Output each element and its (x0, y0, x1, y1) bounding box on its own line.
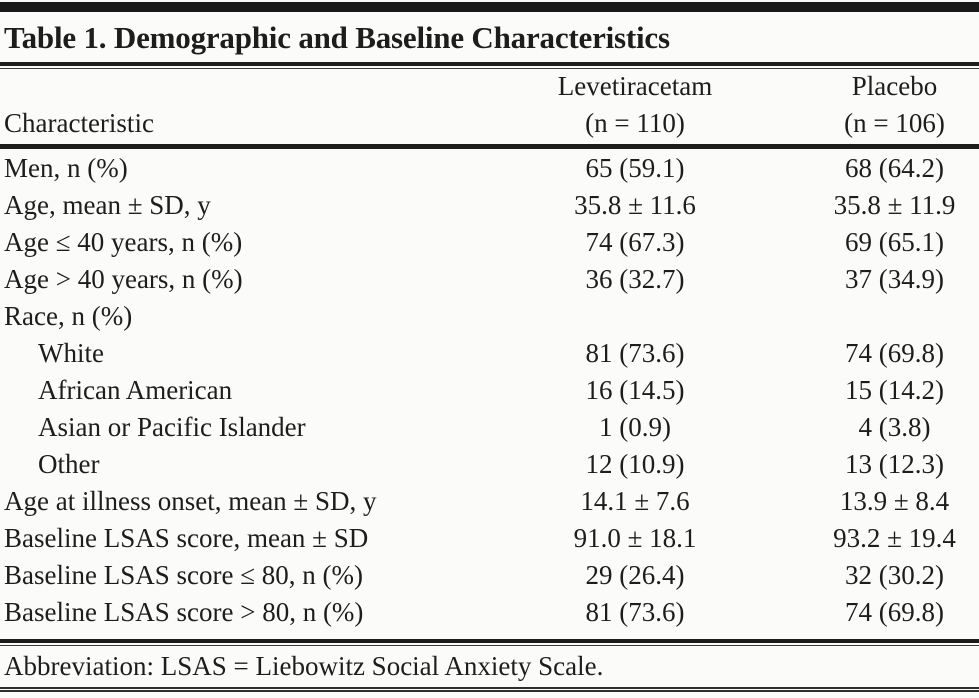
table-body: Men, n (%) 65 (59.1) 68 (64.2) Age, mean… (0, 150, 979, 631)
header-group-row: Levetiracetam Placebo (0, 68, 979, 105)
levetiracetam-value: 74 (67.3) (585, 227, 685, 257)
levetiracetam-value: 16 (14.5) (585, 375, 685, 405)
row-label: White (38, 338, 104, 368)
placebo-value: 4 (3.8) (858, 412, 931, 442)
levetiracetam-value: 91.0 ± 18.1 (573, 523, 697, 553)
placebo-value: 74 (69.8) (845, 597, 944, 627)
table-row: Age, mean ± SD, y 35.8 ± 11.6 35.8 ± 11.… (0, 187, 979, 224)
row-label: Age, mean ± SD, y (4, 190, 211, 220)
table-header: Levetiracetam Placebo Characteristic (n … (0, 68, 979, 142)
placebo-value: 68 (64.2) (845, 153, 944, 183)
row-label: Men, n (%) (4, 153, 128, 183)
column-header-characteristic: Characteristic (4, 108, 154, 138)
column-header-placebo: Placebo (851, 71, 938, 101)
placebo-value: 13 (12.3) (845, 449, 944, 479)
header-n-row: Characteristic (n = 110) (n = 106) (0, 105, 979, 142)
placebo-value: 13.9 ± 8.4 (839, 486, 950, 516)
levetiracetam-value: 65 (59.1) (585, 153, 685, 183)
table-row: Baseline LSAS score > 80, n (%) 81 (73.6… (0, 594, 979, 631)
placebo-value: 69 (65.1) (845, 227, 944, 257)
table-row: Asian or Pacific Islander 1 (0.9) 4 (3.8… (0, 409, 979, 446)
row-label: Baseline LSAS score ≤ 80, n (%) (4, 560, 364, 590)
table-row: White 81 (73.6) 74 (69.8) (0, 335, 979, 372)
table-row: Race, n (%) (0, 298, 979, 335)
header-divider-rule (0, 144, 979, 149)
levetiracetam-value: 35.8 ± 11.6 (574, 190, 696, 220)
top-rule-bar (0, 2, 979, 12)
placebo-value: 37 (34.9) (845, 264, 944, 294)
levetiracetam-value: 81 (73.6) (585, 597, 685, 627)
title-divider-rule (0, 62, 979, 69)
placebo-value: 32 (30.2) (845, 560, 944, 590)
table-row: Baseline LSAS score, mean ± SD 91.0 ± 18… (0, 520, 979, 557)
levetiracetam-value: 81 (73.6) (585, 338, 685, 368)
levetiracetam-value: 36 (32.7) (585, 264, 685, 294)
row-label: Other (38, 449, 100, 479)
row-label: Baseline LSAS score > 80, n (%) (4, 597, 364, 627)
placebo-value (810, 298, 979, 335)
table-row: Age > 40 years, n (%) 36 (32.7) 37 (34.9… (0, 261, 979, 298)
table-footnote: Abbreviation: LSAS = Liebowitz Social An… (4, 651, 604, 681)
placebo-value: 15 (14.2) (845, 375, 944, 405)
row-label: Age > 40 years, n (%) (4, 264, 243, 294)
table-title: Table 1. Demographic and Baseline Charac… (4, 20, 670, 55)
levetiracetam-value: 1 (0.9) (599, 412, 671, 442)
column-header-placebo-n: (n = 106) (844, 108, 945, 138)
row-label: African American (38, 375, 233, 405)
footnote-divider-rule (0, 639, 979, 646)
levetiracetam-value (460, 298, 810, 335)
row-label: Baseline LSAS score, mean ± SD (4, 523, 369, 553)
levetiracetam-value: 14.1 ± 7.6 (580, 486, 690, 516)
table-row: Men, n (%) 65 (59.1) 68 (64.2) (0, 150, 979, 187)
row-label: Asian or Pacific Islander (38, 412, 306, 442)
bottom-rule (0, 687, 979, 692)
row-label: Race, n (%) (4, 301, 133, 331)
table-row: Baseline LSAS score ≤ 80, n (%) 29 (26.4… (0, 557, 979, 594)
placebo-value: 35.8 ± 11.9 (833, 190, 956, 220)
header-spacer (0, 68, 460, 105)
row-label: Age ≤ 40 years, n (%) (4, 227, 243, 257)
placebo-value: 74 (69.8) (845, 338, 944, 368)
levetiracetam-value: 12 (10.9) (585, 449, 685, 479)
table-row: Age ≤ 40 years, n (%) 74 (67.3) 69 (65.1… (0, 224, 979, 261)
column-header-levetiracetam-n: (n = 110) (585, 108, 685, 138)
column-header-levetiracetam: Levetiracetam (557, 71, 713, 101)
table-row: Other 12 (10.9) 13 (12.3) (0, 446, 979, 483)
levetiracetam-value: 29 (26.4) (585, 560, 685, 590)
table-row: Age at illness onset, mean ± SD, y 14.1 … (0, 483, 979, 520)
row-label: Age at illness onset, mean ± SD, y (4, 486, 377, 516)
table-row: African American 16 (14.5) 15 (14.2) (0, 372, 979, 409)
placebo-value: 93.2 ± 19.4 (833, 523, 956, 553)
